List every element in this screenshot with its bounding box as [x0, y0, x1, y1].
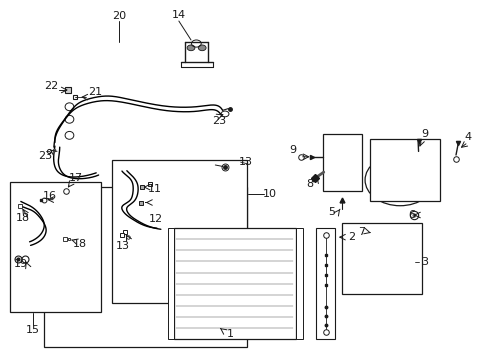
Text: 22: 22: [44, 81, 59, 91]
Text: 13: 13: [116, 241, 130, 251]
Text: 23: 23: [211, 116, 225, 126]
Circle shape: [389, 173, 409, 187]
Text: 4: 4: [464, 132, 471, 142]
Text: 10: 10: [263, 189, 277, 199]
Text: 9: 9: [420, 129, 427, 139]
Text: 9: 9: [289, 145, 296, 155]
Bar: [316, 228, 334, 339]
Text: 11: 11: [147, 184, 161, 194]
Text: 12: 12: [149, 214, 163, 224]
Text: 23: 23: [38, 151, 52, 161]
Text: 2: 2: [347, 232, 354, 242]
Bar: [323, 134, 362, 191]
Text: 7: 7: [357, 227, 364, 237]
Text: 6: 6: [408, 210, 415, 220]
Text: 19: 19: [14, 259, 28, 269]
Text: 15: 15: [26, 325, 40, 335]
Bar: [295, 228, 302, 339]
Bar: [168, 228, 174, 339]
Text: 17: 17: [69, 173, 82, 183]
Bar: [43, 187, 246, 347]
Text: 18: 18: [16, 212, 30, 222]
Bar: [10, 182, 101, 312]
Text: 18: 18: [73, 239, 87, 249]
Bar: [112, 160, 247, 303]
Text: 20: 20: [112, 11, 126, 21]
Text: 13: 13: [238, 157, 252, 167]
Text: 3: 3: [420, 257, 427, 267]
Text: 1: 1: [226, 329, 233, 339]
Text: 16: 16: [43, 191, 57, 201]
Text: 5: 5: [328, 207, 335, 217]
Text: 21: 21: [87, 87, 102, 98]
Text: 8: 8: [306, 179, 313, 189]
Bar: [341, 223, 421, 294]
Text: 14: 14: [171, 10, 185, 20]
Circle shape: [187, 45, 195, 51]
Circle shape: [198, 45, 205, 51]
Bar: [174, 228, 295, 339]
Bar: [369, 139, 440, 202]
